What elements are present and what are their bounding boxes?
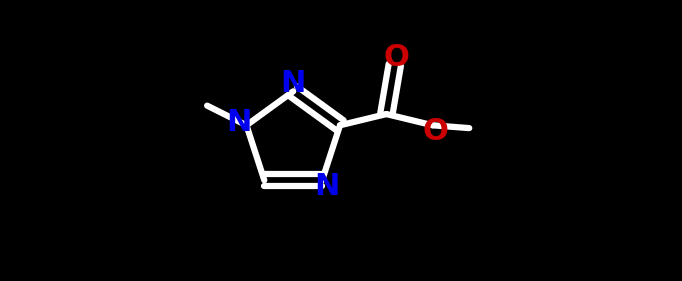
Text: O: O — [383, 43, 409, 72]
Text: O: O — [422, 117, 448, 146]
Text: N: N — [314, 172, 340, 201]
Text: N: N — [280, 69, 306, 98]
Text: N: N — [226, 108, 252, 137]
